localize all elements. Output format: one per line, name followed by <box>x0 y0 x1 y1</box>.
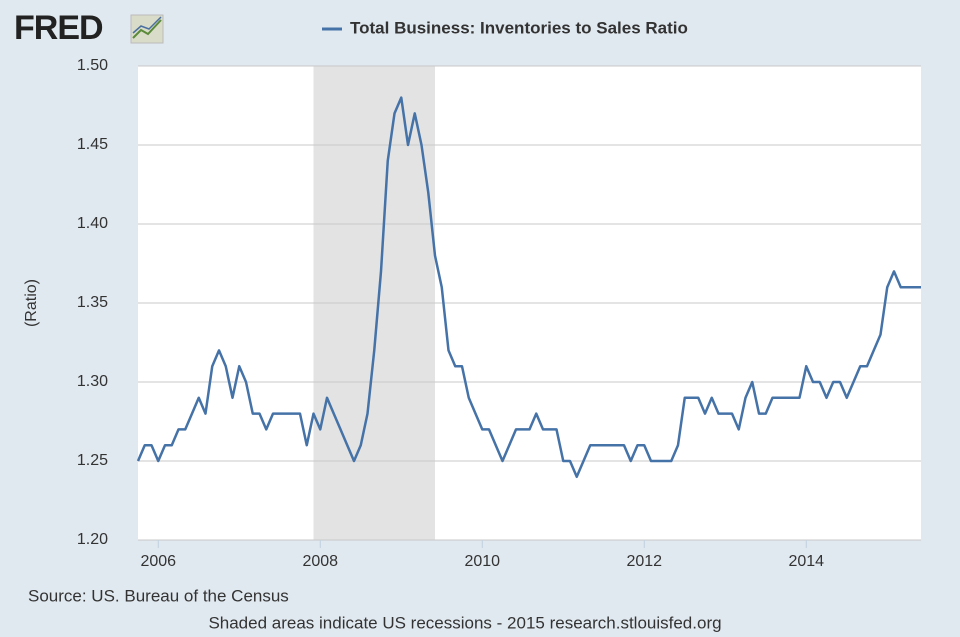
x-tick-label: 2008 <box>302 553 338 570</box>
y-tick-label: 1.45 <box>77 136 108 153</box>
data-line <box>136 96 921 479</box>
y-tick-label: 1.25 <box>77 452 108 469</box>
x-tick-label: 2010 <box>464 553 500 570</box>
y-tick-label: 1.40 <box>77 215 108 232</box>
x-tick-label: 2012 <box>626 553 662 570</box>
y-tick-label: 1.20 <box>77 531 108 548</box>
footer: Shaded areas indicate US recessions - 20… <box>208 613 721 632</box>
x-tick-label: 2014 <box>788 553 824 570</box>
y-tick-label: 1.30 <box>77 373 108 390</box>
logo: FRED <box>14 9 103 47</box>
logo-icon <box>130 14 164 44</box>
legend-label: Total Business: Inventories to Sales Rat… <box>350 18 688 37</box>
source: Source: US. Bureau of the Census <box>28 586 289 605</box>
y-tick-label: 1.50 <box>77 57 108 74</box>
y-tick-label: 1.35 <box>77 294 108 311</box>
x-tick-label: 2006 <box>140 553 176 570</box>
y-axis-label: (Ratio) <box>23 279 40 327</box>
